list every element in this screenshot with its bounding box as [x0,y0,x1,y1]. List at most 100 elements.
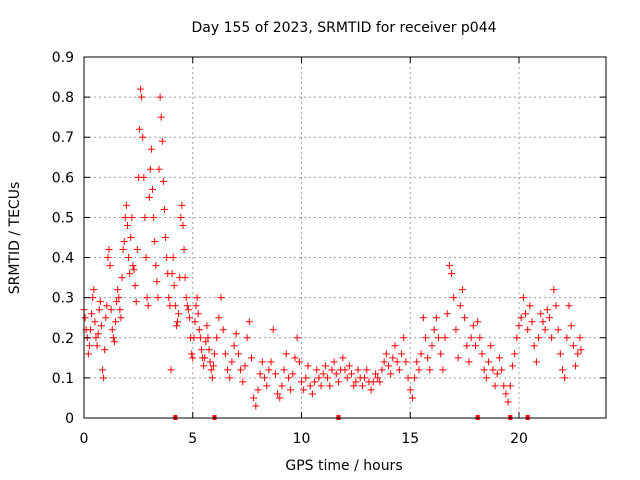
data-point [219,326,227,334]
data-point [461,314,469,322]
data-point [154,294,162,302]
data-point [105,246,113,254]
data-point [577,346,585,354]
data-point [548,334,556,342]
x-tick-label: 20 [510,431,528,447]
y-tick-label: 0.4 [52,251,74,267]
data-point [334,378,342,386]
data-point [376,378,384,386]
data-point [193,294,201,302]
data-point [151,238,159,246]
data-point [295,358,303,366]
data-point [298,378,305,386]
data-point [162,234,170,241]
data-point [572,362,580,370]
x-axis-label: GPS time / hours [285,458,402,474]
data-point [156,93,164,101]
data-point [91,318,99,326]
data-point [211,350,218,358]
data-point [215,314,223,322]
data-point [217,294,225,302]
data-point [563,334,571,342]
data-point [528,318,536,326]
data-point [428,342,436,350]
data-point [203,322,211,330]
data-point [532,358,540,366]
data-point [150,213,158,221]
data-point [448,270,456,278]
data-point [160,205,168,213]
data-point [319,370,327,378]
data-point [348,370,356,378]
data-point [159,177,167,185]
data-point [350,382,358,390]
data-point [400,334,408,342]
data-point [135,125,143,133]
data-point [293,334,301,342]
data-point [437,350,445,358]
data-point [190,334,198,342]
data-point [441,334,449,342]
data-point [132,298,140,306]
data-point [511,350,519,358]
data-point [180,246,188,254]
data-point [97,322,105,330]
data-point [278,382,286,390]
data-point [408,394,416,402]
data-point [205,346,213,354]
data-point [100,374,108,382]
plot-frame [83,56,607,419]
data-point [389,354,397,362]
data-point [103,302,111,310]
data-point [341,366,349,374]
data-point [559,366,566,374]
data-point [398,350,406,358]
data-points [80,85,585,410]
data-point [424,354,432,362]
data-point [406,386,414,394]
data-point [169,254,177,262]
data-point [326,382,334,390]
data-point [561,374,569,382]
data-point [482,374,490,382]
data-point [141,213,149,221]
data-point [269,326,277,334]
data-point [284,374,292,382]
data-point [114,286,122,294]
data-point [467,334,475,342]
data-point [504,398,512,406]
data-point [158,137,166,145]
data-point [393,358,401,366]
data-point [252,402,260,410]
data-point [324,374,332,382]
data-point [495,354,503,362]
data-point [144,302,152,310]
data-point [87,326,95,334]
data-point [118,274,126,282]
data-point [304,362,312,370]
data-point [354,366,362,374]
y-tick-label: 0.1 [52,371,74,387]
data-point [311,378,319,386]
data-point [530,342,538,350]
data-point [537,310,545,318]
data-point [404,374,412,382]
data-point [184,306,192,314]
data-point [417,350,425,358]
data-point [247,354,255,362]
data-point [300,386,308,394]
data-point [189,354,197,362]
data-point [491,382,499,390]
data-point [101,346,109,354]
data-point [271,370,279,378]
data-point [343,374,351,382]
data-point [280,366,288,374]
data-point [328,366,336,374]
data-point [182,294,190,302]
data-point [137,85,145,93]
data-point [175,310,183,318]
data-point [535,334,543,342]
data-point [84,350,92,358]
